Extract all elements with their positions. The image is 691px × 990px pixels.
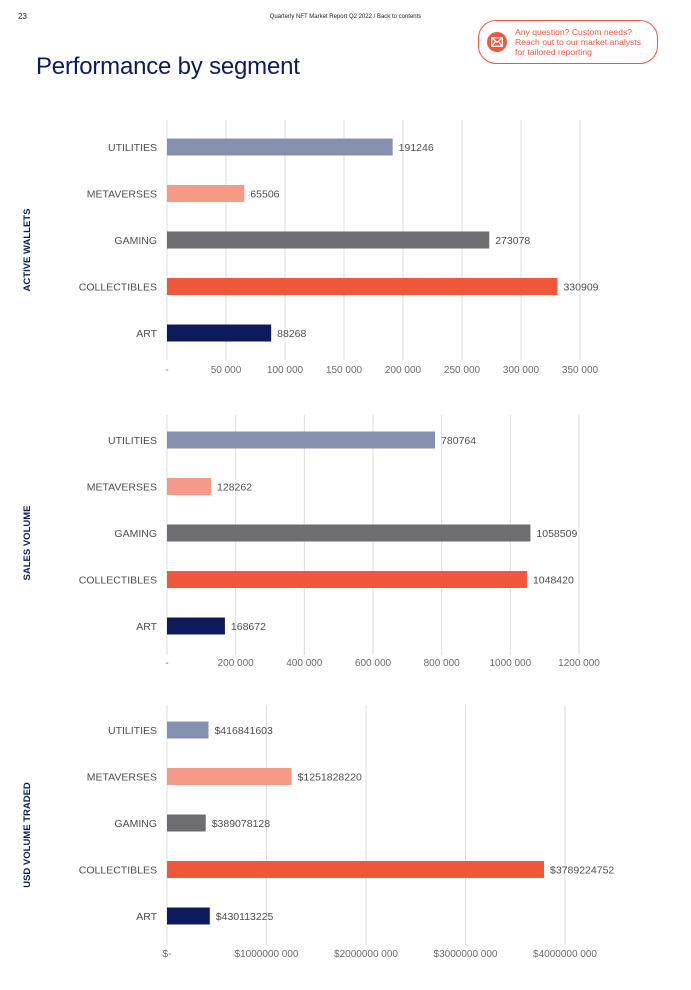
x-tick-label: 600 000 bbox=[355, 658, 392, 669]
value-label: 191246 bbox=[399, 142, 434, 154]
value-label: 65506 bbox=[250, 189, 279, 201]
category-label: ART bbox=[136, 328, 157, 340]
x-tick-label: 400 000 bbox=[286, 658, 323, 669]
x-tick-label: - bbox=[165, 365, 168, 376]
x-tick-label: 200 000 bbox=[218, 658, 255, 669]
value-label: 1048420 bbox=[533, 575, 574, 587]
value-label: 168672 bbox=[231, 621, 266, 633]
x-tick-label: $3000000 000 bbox=[434, 949, 498, 960]
value-label: 780764 bbox=[441, 435, 476, 447]
report-title: Quarterly NFT Market Report Q2 2022 bbox=[269, 14, 372, 20]
contact-line: Reach out to our market analysts bbox=[515, 37, 642, 47]
bar-art bbox=[167, 617, 225, 635]
x-tick-label: - bbox=[165, 658, 168, 669]
back-to-contents-link[interactable]: Back to contents bbox=[376, 14, 422, 20]
category-label: ART bbox=[136, 621, 157, 633]
category-label: GAMING bbox=[114, 528, 157, 540]
x-tick-label: 350 000 bbox=[562, 365, 599, 376]
category-label: GAMING bbox=[114, 235, 157, 247]
contact-analysts-button[interactable]: Any question? Custom needs? Reach out to… bbox=[478, 20, 658, 64]
active-wallets-chart: - 50 000 100 000 150 000 200 000 250 000 300 0… bbox=[22, 120, 599, 376]
bar-metaverses bbox=[167, 478, 212, 495]
value-label: 330909 bbox=[563, 282, 598, 294]
value-label: $430113225 bbox=[216, 911, 274, 923]
bar-gaming bbox=[167, 814, 206, 832]
value-label: $416841603 bbox=[214, 725, 273, 737]
value-label: 273078 bbox=[495, 235, 530, 247]
bar-collectibles bbox=[167, 278, 558, 295]
category-label: GAMING bbox=[114, 818, 157, 830]
bar-utilities bbox=[167, 431, 436, 449]
x-tick-label: 300 000 bbox=[503, 365, 540, 376]
bar-gaming bbox=[167, 231, 490, 249]
x-tick-label: 1000 000 bbox=[489, 658, 531, 669]
x-tick-label: 250 000 bbox=[444, 365, 481, 376]
contact-text: Any question? Custom needs? Reach out to… bbox=[515, 27, 641, 57]
bar-metaverses bbox=[167, 768, 292, 785]
category-label: UTILITIES bbox=[108, 435, 157, 447]
bar-utilities bbox=[167, 721, 209, 739]
bar-collectibles bbox=[167, 571, 527, 588]
x-tick-label: 100 000 bbox=[267, 365, 304, 376]
y-axis-title: USD VOLUME TRADED bbox=[22, 782, 33, 888]
category-label: METAVERSES bbox=[87, 482, 157, 494]
mail-icon bbox=[487, 32, 507, 52]
bar-art bbox=[167, 324, 272, 342]
x-tick-label: $- bbox=[163, 949, 172, 960]
x-tick-label: 150 000 bbox=[326, 365, 363, 376]
y-axis-title: SALES VOLUME bbox=[22, 506, 33, 581]
category-label: COLLECTIBLES bbox=[79, 575, 157, 587]
value-label: 128262 bbox=[217, 482, 252, 494]
category-label: METAVERSES bbox=[87, 189, 157, 201]
bar-utilities bbox=[167, 138, 393, 156]
page-title: Performance by segment bbox=[36, 53, 300, 80]
value-label: $3789224752 bbox=[550, 865, 614, 877]
x-tick-label: 800 000 bbox=[424, 658, 461, 669]
y-axis-title: ACTIVE WALLETS bbox=[22, 209, 33, 292]
page-number: 23 bbox=[18, 12, 27, 21]
breadcrumb-separator: / bbox=[371, 14, 377, 20]
header-breadcrumb: Quarterly NFT Market Report Q2 2022 / Ba… bbox=[0, 14, 691, 20]
bar-collectibles bbox=[167, 861, 545, 878]
sales-volume-chart: - 200 000 400 000 600 000 800 000 1000 000 120… bbox=[22, 415, 600, 669]
value-label: $1251828220 bbox=[298, 772, 362, 784]
x-tick-label: 1200 000 bbox=[558, 658, 600, 669]
category-label: ART bbox=[136, 911, 157, 923]
bar-metaverses bbox=[167, 185, 245, 202]
category-label: COLLECTIBLES bbox=[79, 865, 157, 877]
x-tick-label: $4000000 000 bbox=[533, 949, 597, 960]
category-label: COLLECTIBLES bbox=[79, 282, 157, 294]
bar-art bbox=[167, 907, 210, 925]
contact-line: for tailored reporting bbox=[515, 47, 592, 57]
contact-line: Any question? Custom needs? bbox=[515, 27, 633, 37]
category-label: UTILITIES bbox=[108, 725, 157, 737]
value-label: 88268 bbox=[277, 328, 306, 340]
bar-gaming bbox=[167, 524, 531, 542]
category-label: UTILITIES bbox=[108, 142, 157, 154]
category-label: METAVERSES bbox=[87, 772, 157, 784]
x-tick-label: 200 000 bbox=[385, 365, 422, 376]
x-tick-label: $2000000 000 bbox=[334, 949, 398, 960]
value-label: 1058509 bbox=[536, 528, 577, 540]
value-label: $389078128 bbox=[212, 818, 271, 830]
x-tick-label: 50 000 bbox=[211, 365, 242, 376]
x-tick-label: $1000000 000 bbox=[235, 949, 299, 960]
usd-volume-traded-chart: $- $1000000 000 $2000000 000 $3000000 000 $4… bbox=[22, 705, 614, 960]
